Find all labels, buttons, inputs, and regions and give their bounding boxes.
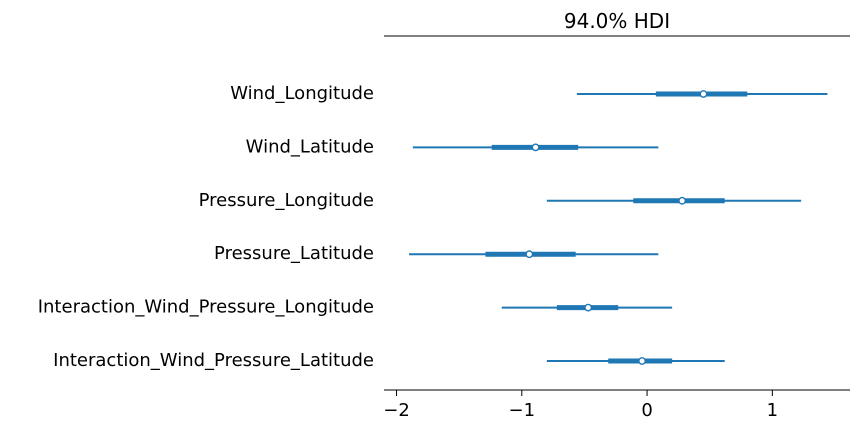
median-point [531,143,540,152]
row-label: Pressure_Latitude [214,243,374,264]
x-tick-label: 1 [767,400,778,421]
forest-row: Interaction_Wind_Pressure_Latitude [53,350,725,371]
x-tick-label: −2 [383,400,410,421]
row-label: Pressure_Longitude [199,190,374,211]
row-label: Wind_Longitude [230,83,374,104]
median-point [638,357,646,365]
x-tick-label: −1 [509,400,536,421]
row-label: Interaction_Wind_Pressure_Latitude [53,350,374,371]
forest-row: Wind_Latitude [246,136,659,157]
forest-row: Pressure_Latitude [214,243,659,264]
row-label: Interaction_Wind_Pressure_Longitude [38,297,374,318]
x-axis: −2 −1 0 1 [383,390,778,421]
x-tick-label: 0 [641,400,652,421]
forest-row: Pressure_Longitude [199,190,802,211]
forest-row: Wind_Longitude [230,83,828,104]
median-point [699,90,708,98]
median-point [678,196,687,205]
median-point [525,250,534,259]
plot-rows: Wind_Longitude Wind_Latitude Pressure_Long… [38,83,828,371]
chart-title: 94.0% HDI [564,9,670,33]
median-point [584,303,593,312]
row-label: Wind_Latitude [246,136,374,157]
forest-row: Interaction_Wind_Pressure_Longitude [38,297,673,318]
